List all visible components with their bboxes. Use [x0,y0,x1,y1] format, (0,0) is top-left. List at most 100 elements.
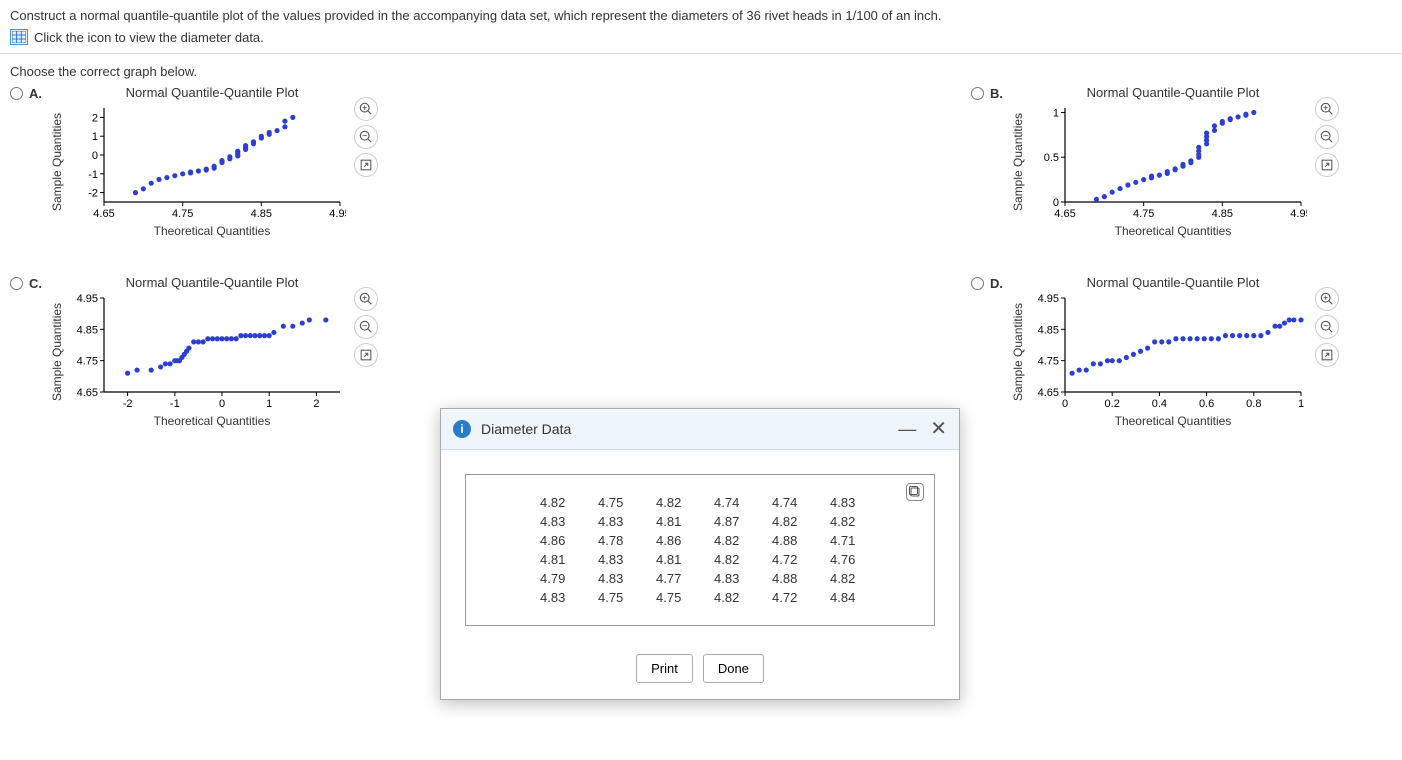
data-cell: 4.83 [584,550,642,569]
zoom-out-icon[interactable] [1315,125,1339,149]
zoom-in-icon[interactable] [354,97,378,121]
popout-icon[interactable] [1315,153,1339,177]
data-cell: 4.82 [700,531,758,550]
popout-icon[interactable] [354,343,378,367]
data-cell: 4.72 [758,588,816,607]
data-cell: 4.75 [584,493,642,512]
popout-icon[interactable] [1315,343,1339,367]
ylabel-C: Sample Quantities [48,292,66,412]
data-cell: 4.75 [642,588,700,607]
svg-text:4.65: 4.65 [1038,387,1059,399]
svg-text:4.75: 4.75 [1133,208,1154,220]
ylabel-B: Sample Quantities [1009,102,1027,222]
option-B: B. Normal Quantile-Quantile Plot Sample … [971,85,1392,265]
print-button[interactable]: Print [636,654,693,683]
minimize-icon[interactable]: — [898,420,916,438]
data-cell: 4.74 [758,493,816,512]
close-icon[interactable]: ✕ [930,419,947,439]
svg-text:0.6: 0.6 [1199,398,1214,410]
copy-icon[interactable] [906,483,924,501]
zoom-controls-B [1315,97,1339,265]
option-label-A: A. [29,86,42,101]
svg-text:4.75: 4.75 [1038,356,1059,368]
done-button[interactable]: Done [703,654,764,683]
svg-text:4.85: 4.85 [251,208,272,220]
chart-C: Normal Quantile-Quantile Plot Sample Qua… [48,275,348,455]
svg-text:0.5: 0.5 [1044,152,1059,164]
svg-text:0: 0 [219,398,225,410]
radio-C[interactable] [10,277,23,290]
question-header: Construct a normal quantile-quantile plo… [0,0,1402,54]
xlabel-A: Theoretical Quantities [76,224,348,238]
option-C: C. Normal Quantile-Quantile Plot Sample … [10,275,431,455]
svg-text:4.85: 4.85 [1038,324,1059,336]
svg-text:4.95: 4.95 [1038,293,1059,305]
data-cell: 4.74 [700,493,758,512]
svg-text:0: 0 [92,150,98,162]
chart-B: Normal Quantile-Quantile Plot Sample Qua… [1009,85,1309,265]
chart-title-B: Normal Quantile-Quantile Plot [1037,85,1309,100]
data-cell: 4.82 [526,493,584,512]
popout-icon[interactable] [354,153,378,177]
option-D: D. Normal Quantile-Quantile Plot Sample … [971,275,1392,455]
info-icon: i [453,420,471,438]
svg-text:0: 0 [1062,398,1068,410]
data-cell: 4.78 [584,531,642,550]
data-cell: 4.71 [816,531,874,550]
choose-text: Choose the correct graph below. [0,54,1402,85]
svg-text:-2: -2 [88,188,98,200]
radio-D[interactable] [971,277,984,290]
chart-title-A: Normal Quantile-Quantile Plot [76,85,348,100]
svg-text:4.85: 4.85 [77,324,98,336]
zoom-in-icon[interactable] [354,287,378,311]
option-label-D: D. [990,276,1003,291]
zoom-in-icon[interactable] [1315,287,1339,311]
data-cell: 4.87 [700,512,758,531]
data-cell: 4.83 [700,569,758,588]
diameter-data-modal: i Diameter Data — ✕ 4.824.754.824.744.74… [440,408,960,700]
svg-text:0.4: 0.4 [1152,398,1167,410]
zoom-out-icon[interactable] [354,315,378,339]
svg-text:4.95: 4.95 [1290,208,1307,220]
data-cell: 4.83 [584,569,642,588]
data-cell: 4.83 [584,512,642,531]
zoom-in-icon[interactable] [1315,97,1339,121]
data-cell: 4.82 [758,512,816,531]
data-icon-link-text: Click the icon to view the diameter data… [34,30,264,45]
data-cell: 4.81 [642,550,700,569]
svg-text:4.95: 4.95 [77,293,98,305]
svg-text:4.85: 4.85 [1212,208,1233,220]
svg-text:2: 2 [92,112,98,124]
modal-footer: Print Done [441,638,959,699]
radio-A[interactable] [10,87,23,100]
chart-title-D: Normal Quantile-Quantile Plot [1037,275,1309,290]
data-cell: 4.82 [700,550,758,569]
svg-text:1: 1 [92,131,98,143]
svg-text:4.65: 4.65 [93,208,114,220]
data-cell: 4.81 [526,550,584,569]
zoom-controls-A [354,97,378,265]
option-label-C: C. [29,276,42,291]
svg-text:1: 1 [1053,107,1059,119]
data-icon-link[interactable]: Click the icon to view the diameter data… [10,29,1392,45]
svg-text:4.75: 4.75 [77,356,98,368]
data-box: 4.824.754.824.744.744.834.834.834.814.87… [465,474,935,626]
radio-B[interactable] [971,87,984,100]
svg-text:4.75: 4.75 [172,208,193,220]
zoom-out-icon[interactable] [354,125,378,149]
option-label-B: B. [990,86,1003,101]
data-cell: 4.83 [816,493,874,512]
zoom-out-icon[interactable] [1315,315,1339,339]
chart-A: Normal Quantile-Quantile Plot Sample Qua… [48,85,348,265]
data-cell: 4.82 [642,493,700,512]
ylabel-A: Sample Quantities [48,102,66,222]
svg-text:-2: -2 [123,398,133,410]
data-cell: 4.86 [642,531,700,550]
question-text: Construct a normal quantile-quantile plo… [10,8,1392,23]
xlabel-D: Theoretical Quantities [1037,414,1309,428]
data-cell: 4.88 [758,569,816,588]
chart-D: Normal Quantile-Quantile Plot Sample Qua… [1009,275,1309,455]
svg-text:4.65: 4.65 [77,387,98,399]
data-cell: 4.77 [642,569,700,588]
zoom-controls-D [1315,287,1339,455]
